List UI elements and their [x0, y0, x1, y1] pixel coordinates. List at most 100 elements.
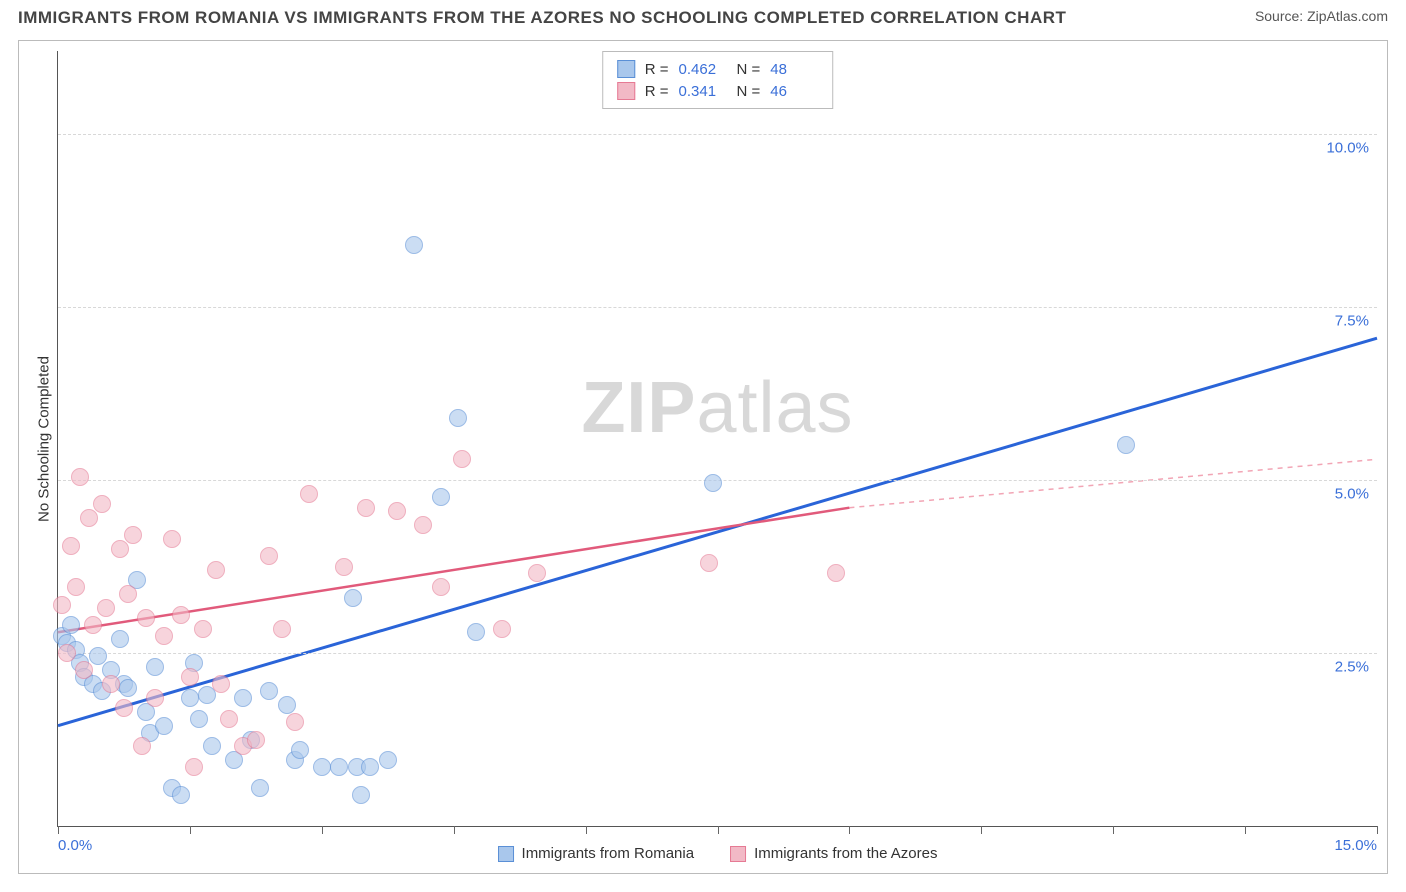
data-point-romania [704, 474, 722, 492]
series-legend: Immigrants from Romania Immigrants from t… [498, 845, 938, 862]
data-point-romania [291, 741, 309, 759]
data-point-romania [432, 488, 450, 506]
data-point-romania [172, 786, 190, 804]
trend-line [849, 459, 1377, 507]
y-axis-label: No Schooling Completed [36, 356, 53, 522]
x-tick-label-min: 0.0% [58, 837, 92, 854]
data-point-azores [124, 526, 142, 544]
gridline-horizontal [58, 653, 1377, 654]
data-point-romania [155, 717, 173, 735]
data-point-azores [432, 578, 450, 596]
data-point-azores [93, 495, 111, 513]
data-point-romania [361, 758, 379, 776]
x-tick [981, 826, 982, 834]
y-tick-label: 10.0% [1326, 140, 1369, 157]
data-point-romania [181, 689, 199, 707]
y-tick-label: 5.0% [1335, 486, 1369, 503]
legend-label: Immigrants from Romania [522, 845, 695, 862]
data-point-azores [133, 737, 151, 755]
data-point-romania [405, 236, 423, 254]
data-point-azores [172, 606, 190, 624]
data-point-azores [53, 596, 71, 614]
x-tick [586, 826, 587, 834]
data-point-romania [146, 658, 164, 676]
r-value: 0.341 [679, 83, 727, 100]
data-point-azores [493, 620, 511, 638]
x-tick [1245, 826, 1246, 834]
legend-swatch [498, 846, 514, 862]
data-point-romania [119, 679, 137, 697]
x-tick [718, 826, 719, 834]
r-value: 0.462 [679, 61, 727, 78]
x-tick [849, 826, 850, 834]
data-point-azores [827, 564, 845, 582]
y-tick-label: 2.5% [1335, 659, 1369, 676]
data-point-romania [379, 751, 397, 769]
data-point-azores [357, 499, 375, 517]
trend-line [58, 338, 1377, 725]
data-point-romania [234, 689, 252, 707]
data-point-romania [190, 710, 208, 728]
data-point-romania [344, 589, 362, 607]
r-label: R = [645, 61, 669, 78]
data-point-azores [119, 585, 137, 603]
data-point-azores [453, 450, 471, 468]
data-point-romania [330, 758, 348, 776]
y-tick-label: 7.5% [1335, 313, 1369, 330]
data-point-romania [1117, 436, 1135, 454]
x-tick [190, 826, 191, 834]
legend-label: Immigrants from the Azores [754, 845, 937, 862]
data-point-azores [97, 599, 115, 617]
data-point-azores [212, 675, 230, 693]
data-point-romania [111, 630, 129, 648]
data-point-romania [449, 409, 467, 427]
trend-lines-layer [58, 51, 1377, 826]
data-point-azores [273, 620, 291, 638]
data-point-azores [102, 675, 120, 693]
data-point-romania [251, 779, 269, 797]
correlation-row-romania: R = 0.462 N = 48 [617, 58, 819, 80]
chart-title: IMMIGRANTS FROM ROMANIA VS IMMIGRANTS FR… [18, 8, 1066, 28]
data-point-romania [203, 737, 221, 755]
data-point-azores [388, 502, 406, 520]
x-tick [322, 826, 323, 834]
data-point-azores [260, 547, 278, 565]
source-attribution: Source: ZipAtlas.com [1255, 8, 1388, 24]
data-point-azores [414, 516, 432, 534]
legend-item: Immigrants from Romania [498, 845, 695, 862]
data-point-azores [84, 616, 102, 634]
x-tick [1377, 826, 1378, 834]
data-point-azores [67, 578, 85, 596]
data-point-azores [58, 644, 76, 662]
n-value: 48 [770, 61, 818, 78]
n-label: N = [737, 83, 761, 100]
data-point-azores [80, 509, 98, 527]
gridline-horizontal [58, 134, 1377, 135]
chart-container: No Schooling Completed ZIPatlas 0.0% 15.… [18, 40, 1388, 874]
x-tick-label-max: 15.0% [1334, 837, 1377, 854]
n-label: N = [737, 61, 761, 78]
data-point-azores [194, 620, 212, 638]
data-point-azores [247, 731, 265, 749]
data-point-azores [62, 537, 80, 555]
legend-swatch [730, 846, 746, 862]
data-point-azores [286, 713, 304, 731]
data-point-azores [115, 699, 133, 717]
correlation-row-azores: R =0.341N =46 [617, 80, 819, 102]
data-point-romania [278, 696, 296, 714]
data-point-azores [111, 540, 129, 558]
chart-header: IMMIGRANTS FROM ROMANIA VS IMMIGRANTS FR… [0, 0, 1406, 32]
data-point-romania [467, 623, 485, 641]
data-point-romania [260, 682, 278, 700]
data-point-romania [62, 616, 80, 634]
x-tick [1113, 826, 1114, 834]
n-value: 46 [770, 83, 818, 100]
data-point-azores [181, 668, 199, 686]
data-point-romania [313, 758, 331, 776]
data-point-azores [71, 468, 89, 486]
correlation-legend: R = 0.462 N = 48R = 0.341 N = 46 [602, 51, 834, 109]
data-point-azores [700, 554, 718, 572]
data-point-azores [185, 758, 203, 776]
legend-swatch [617, 60, 635, 78]
legend-swatch [617, 82, 635, 100]
